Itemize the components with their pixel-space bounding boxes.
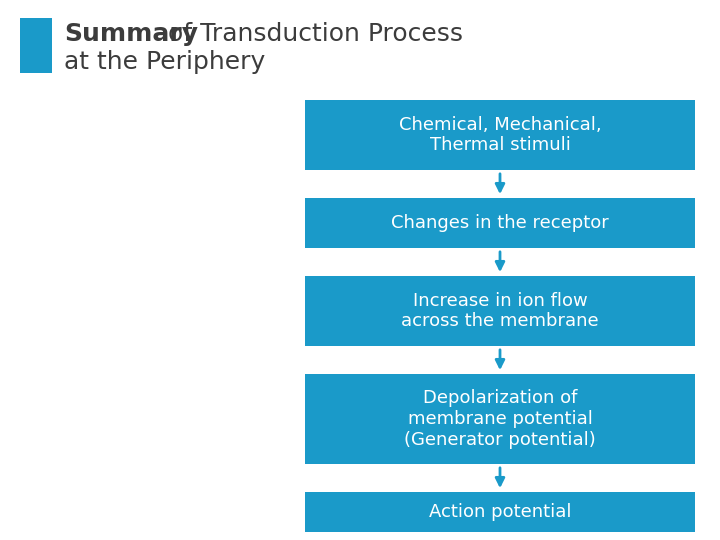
- Bar: [305, 198, 695, 248]
- Text: Depolarization of
membrane potential
(Generator potential): Depolarization of membrane potential (Ge…: [404, 389, 596, 449]
- Bar: [305, 492, 695, 532]
- Text: of Transduction Process: of Transduction Process: [160, 22, 463, 46]
- Text: Increase in ion flow
across the membrane: Increase in ion flow across the membrane: [401, 292, 599, 330]
- Text: at the Periphery: at the Periphery: [64, 50, 265, 74]
- Text: Summary: Summary: [64, 22, 198, 46]
- Text: Action potential: Action potential: [428, 503, 571, 521]
- Text: Chemical, Mechanical,
Thermal stimuli: Chemical, Mechanical, Thermal stimuli: [399, 116, 601, 154]
- Bar: [305, 374, 695, 464]
- Bar: [305, 100, 695, 170]
- Bar: [20, 18, 52, 73]
- Text: Changes in the receptor: Changes in the receptor: [391, 214, 609, 232]
- Bar: [305, 276, 695, 346]
